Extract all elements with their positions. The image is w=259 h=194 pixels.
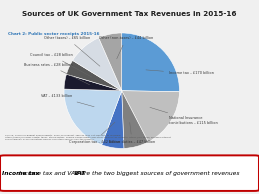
- FancyBboxPatch shape: [0, 155, 259, 191]
- Wedge shape: [66, 61, 122, 91]
- Wedge shape: [73, 38, 122, 91]
- Text: Other (taxes) – £65 billion: Other (taxes) – £65 billion: [44, 36, 100, 66]
- Text: Chart 2: Public sector receipts 2015-16: Chart 2: Public sector receipts 2015-16: [8, 32, 99, 36]
- Wedge shape: [122, 33, 179, 92]
- Text: Source: Office for Budget Responsibility, 2015-16 forecast. Figures may not sum : Source: Office for Budget Responsibility…: [5, 135, 171, 140]
- Text: VAT: VAT: [73, 171, 86, 176]
- Text: Council tax – £28 billion: Council tax – £28 billion: [30, 53, 92, 77]
- Text: National Insurance
contributions – £115 billion: National Insurance contributions – £115 …: [150, 107, 218, 125]
- Text: Income tax – £170 billion: Income tax – £170 billion: [146, 70, 214, 75]
- Text: Business rates – £28 billion: Business rates – £28 billion: [24, 63, 90, 85]
- Wedge shape: [122, 91, 179, 142]
- Wedge shape: [64, 89, 122, 145]
- Wedge shape: [64, 74, 122, 91]
- Text: Corporation tax – £42 billion: Corporation tax – £42 billion: [69, 122, 119, 144]
- Wedge shape: [122, 91, 148, 148]
- Wedge shape: [102, 91, 124, 148]
- Text: Income tax and VAT are the two biggest sources of government revenues: Income tax and VAT are the two biggest s…: [19, 171, 240, 176]
- Text: Income tax: Income tax: [2, 171, 40, 176]
- Text: Sources of UK Government Tax Revenues in 2015-16: Sources of UK Government Tax Revenues in…: [22, 11, 237, 17]
- Wedge shape: [99, 33, 122, 91]
- Text: VAT – £133 billion: VAT – £133 billion: [41, 94, 94, 107]
- Text: Excise duties – £47 billion: Excise duties – £47 billion: [109, 122, 155, 144]
- Text: Other (non-taxes) – £44 billion: Other (non-taxes) – £44 billion: [99, 36, 154, 59]
